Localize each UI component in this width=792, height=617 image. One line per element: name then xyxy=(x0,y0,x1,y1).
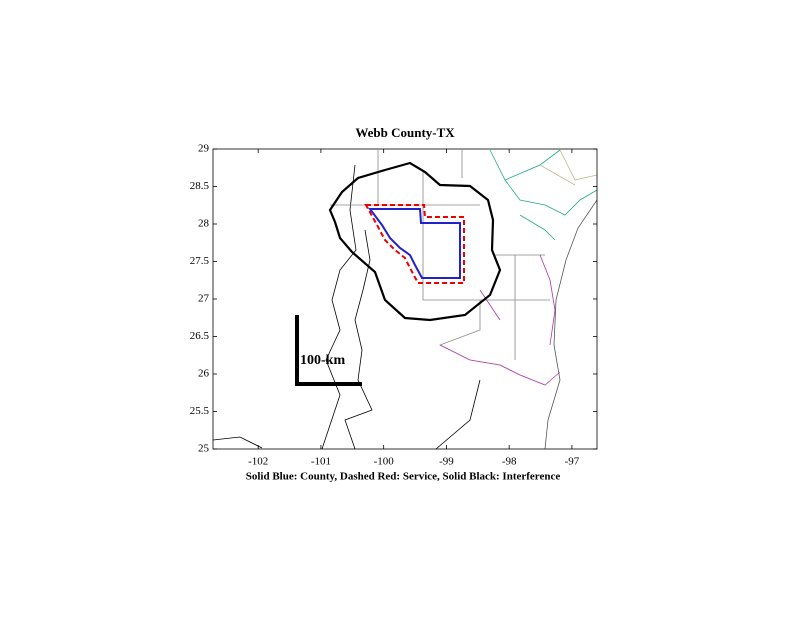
county-boundary xyxy=(368,208,461,279)
chart-title: Webb County-TX xyxy=(355,125,455,140)
service-contour xyxy=(364,204,465,284)
y-tick-label: 25 xyxy=(198,443,210,455)
x-tick-label: -102 xyxy=(248,456,268,468)
y-tick-label: 25.5 xyxy=(190,405,210,417)
interference-contour xyxy=(328,161,502,322)
x-tick-label: -97 xyxy=(565,456,580,468)
x-tick-label: -98 xyxy=(502,456,517,468)
y-tick-label: 26 xyxy=(198,368,210,380)
y-tick-label: 27 xyxy=(198,293,210,305)
scale-label: 100-km xyxy=(300,353,345,368)
x-tick-label: -100 xyxy=(374,456,395,468)
y-tick-label: 28 xyxy=(198,218,210,230)
map-boundaries xyxy=(212,149,598,450)
plot-frame xyxy=(212,148,598,450)
x-label: Solid Blue: County, Dashed Red: Service,… xyxy=(246,471,561,483)
y-tick-label: 27.5 xyxy=(190,255,210,267)
y-tick-label: 28.5 xyxy=(190,180,210,192)
x-tick-label: -99 xyxy=(439,456,454,468)
scale-bar xyxy=(295,315,362,386)
x-tick-label: -101 xyxy=(311,456,331,468)
y-tick-label: 29 xyxy=(198,143,210,155)
y-tick-label: 26.5 xyxy=(190,330,210,342)
